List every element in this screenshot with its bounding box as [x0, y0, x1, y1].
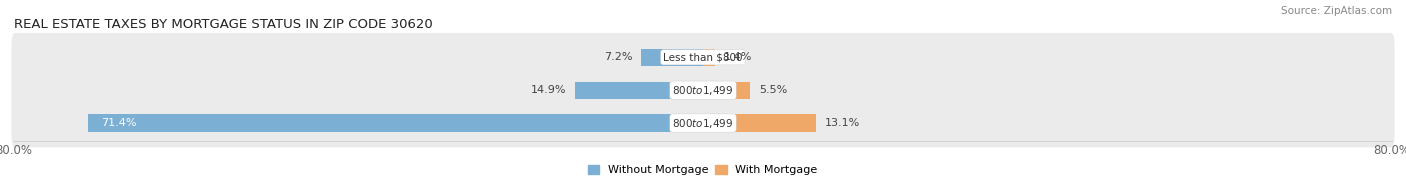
Bar [575, 82, 703, 99]
FancyBboxPatch shape [11, 66, 1395, 114]
Text: 14.9%: 14.9% [530, 85, 567, 95]
Text: $800 to $1,499: $800 to $1,499 [672, 84, 734, 97]
Text: 1.4%: 1.4% [724, 52, 752, 62]
Text: $800 to $1,499: $800 to $1,499 [672, 117, 734, 130]
Text: 71.4%: 71.4% [101, 118, 136, 128]
Text: REAL ESTATE TAXES BY MORTGAGE STATUS IN ZIP CODE 30620: REAL ESTATE TAXES BY MORTGAGE STATUS IN … [14, 18, 433, 31]
Legend: Without Mortgage, With Mortgage: Without Mortgage, With Mortgage [588, 165, 818, 175]
Bar [89, 114, 703, 132]
Bar [703, 82, 751, 99]
FancyBboxPatch shape [11, 33, 1395, 82]
Text: 13.1%: 13.1% [824, 118, 859, 128]
Bar [703, 49, 716, 66]
Text: 7.2%: 7.2% [605, 52, 633, 62]
FancyBboxPatch shape [11, 99, 1395, 147]
Text: Less than $800: Less than $800 [664, 52, 742, 62]
Bar [703, 114, 815, 132]
Bar [641, 49, 703, 66]
Text: Source: ZipAtlas.com: Source: ZipAtlas.com [1281, 6, 1392, 16]
Text: 5.5%: 5.5% [759, 85, 787, 95]
